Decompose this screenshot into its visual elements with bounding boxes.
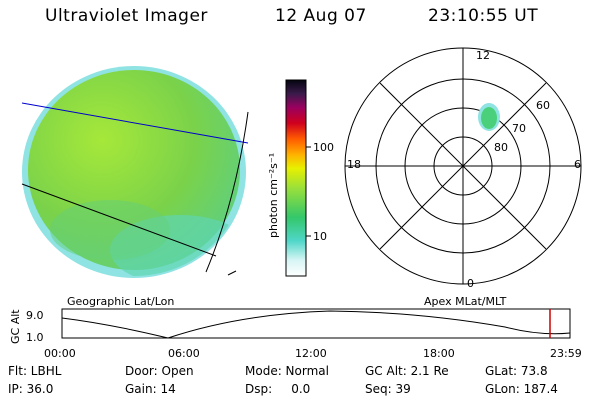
mlt-label-6: 6 [574, 158, 581, 171]
colorbar-tick: 100 [313, 141, 334, 154]
geo-grid-line [205, 111, 249, 273]
glat-info: GLat: 73.8 [485, 364, 548, 378]
header-date: 12 Aug 07 [275, 6, 367, 26]
mlt-label-18: 18 [347, 158, 361, 171]
gain-info: Gain: 14 [125, 382, 176, 396]
gcalt-info: GC Alt: 2.1 Re [365, 364, 449, 378]
colorbar-label: photon cm⁻²s⁻¹ [267, 153, 280, 238]
ip-info: IP: 36.0 [8, 382, 54, 396]
app-title: Ultraviolet Imager [45, 6, 208, 26]
filter-info: Flt: LBHL [8, 364, 62, 378]
alt-xtick: 23:59 [550, 347, 582, 360]
alt-ylabel: GC Alt [9, 309, 22, 344]
earth-disk-image [21, 66, 249, 278]
alt-ytick: 9.0 [26, 309, 44, 322]
lat-label-80: 80 [494, 141, 508, 154]
seq-info: Seq: 39 [365, 382, 411, 396]
polar-plot: 12 18 6 0 60 70 80 [344, 47, 582, 290]
mlt-label-12: 12 [476, 49, 490, 62]
lat-label-70: 70 [512, 122, 526, 135]
right-panel-caption: Apex MLat/MLT [424, 295, 507, 308]
alt-xtick: 12:00 [295, 347, 327, 360]
glon-info: GLon: 187.4 [485, 382, 558, 396]
door-info: Door: Open [125, 364, 194, 378]
left-panel-caption: Geographic Lat/Lon [67, 295, 174, 308]
alt-xtick: 18:00 [423, 347, 455, 360]
geo-grid-line [21, 102, 249, 144]
colorbar-tick: 10 [313, 230, 327, 243]
mode-info: Mode: Normal [245, 364, 329, 378]
alt-xtick: 00:00 [44, 347, 76, 360]
header-time: 23:10:55 UT [428, 6, 539, 26]
lat-label-60: 60 [536, 99, 550, 112]
alt-xtick: 06:00 [168, 347, 200, 360]
altitude-curve [61, 310, 571, 339]
dsp-info: Dsp: 0.0 [245, 382, 311, 396]
alt-ytick: 1.0 [26, 331, 44, 344]
geo-grid-line [21, 183, 217, 257]
colorbar: 100 10 photon cm⁻²s⁻¹ [267, 79, 334, 277]
altitude-plot: 9.0 1.0 GC Alt 00:00 06:00 12:00 18:00 2… [9, 308, 582, 360]
mlt-label-0: 0 [467, 277, 474, 290]
